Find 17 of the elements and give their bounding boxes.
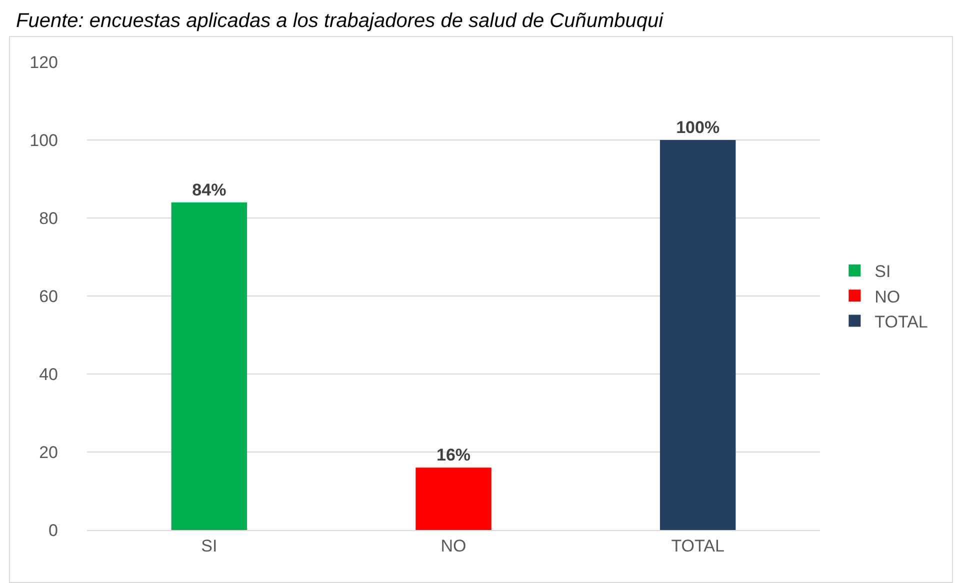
x-tick-label: SI [201, 536, 218, 556]
legend-label: TOTAL [874, 312, 928, 332]
data-label: 100% [676, 118, 720, 137]
y-tick-label: 40 [39, 364, 58, 384]
x-tick-label: TOTAL [671, 536, 724, 556]
legend-label: NO [874, 287, 900, 306]
legend-label: SI [874, 262, 891, 282]
y-tick-label: 80 [39, 208, 58, 228]
y-tick-label: 20 [39, 442, 58, 462]
y-tick-label: 120 [30, 52, 58, 72]
y-tick-label: 60 [39, 286, 58, 306]
data-label: 16% [436, 446, 471, 465]
y-tick-label: 100 [30, 130, 58, 150]
y-tick-label: 0 [48, 520, 58, 540]
data-label: 84% [192, 180, 226, 200]
x-tick-label: NO [440, 536, 466, 556]
chart-title: Fuente: encuestas aplicadas a los trabajadores de salud de Cuñumbuqui [16, 10, 664, 32]
